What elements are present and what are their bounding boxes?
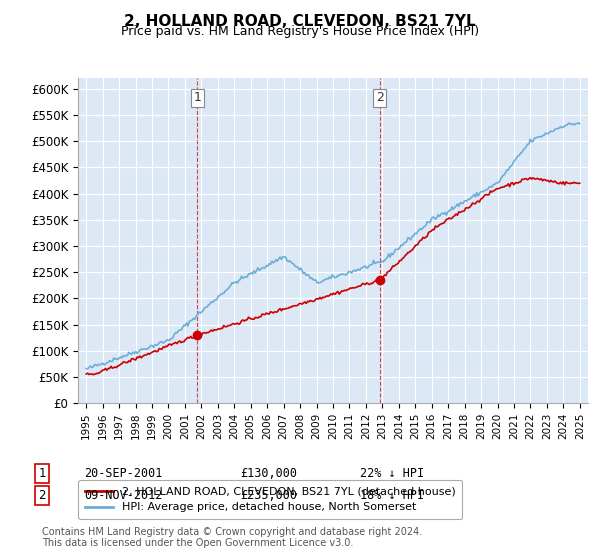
Text: 1: 1 [38, 466, 46, 480]
Text: 2: 2 [376, 91, 384, 105]
Text: 22% ↓ HPI: 22% ↓ HPI [360, 466, 424, 480]
Text: £130,000: £130,000 [240, 466, 297, 480]
Text: Price paid vs. HM Land Registry's House Price Index (HPI): Price paid vs. HM Land Registry's House … [121, 25, 479, 38]
Text: Contains HM Land Registry data © Crown copyright and database right 2024.
This d: Contains HM Land Registry data © Crown c… [42, 527, 422, 548]
Text: 18% ↓ HPI: 18% ↓ HPI [360, 489, 424, 502]
Text: £235,000: £235,000 [240, 489, 297, 502]
Text: 2, HOLLAND ROAD, CLEVEDON, BS21 7YL: 2, HOLLAND ROAD, CLEVEDON, BS21 7YL [124, 14, 476, 29]
Text: 09-NOV-2012: 09-NOV-2012 [84, 489, 163, 502]
Text: 20-SEP-2001: 20-SEP-2001 [84, 466, 163, 480]
Text: 1: 1 [193, 91, 201, 105]
Text: 2: 2 [38, 489, 46, 502]
Legend: 2, HOLLAND ROAD, CLEVEDON, BS21 7YL (detached house), HPI: Average price, detach: 2, HOLLAND ROAD, CLEVEDON, BS21 7YL (det… [79, 480, 462, 519]
